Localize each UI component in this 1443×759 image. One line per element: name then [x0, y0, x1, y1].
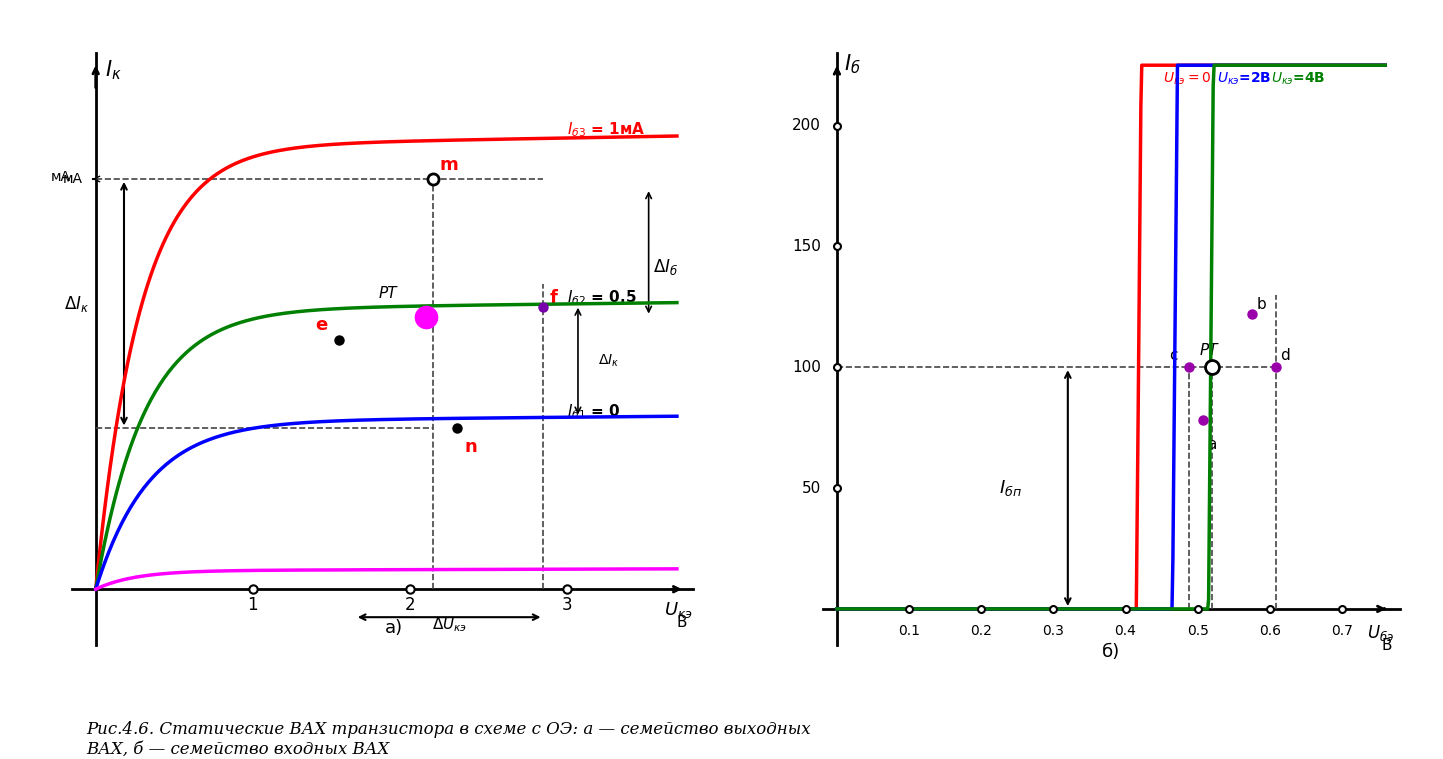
Text: d: d — [1280, 348, 1290, 363]
Text: a: a — [1206, 437, 1216, 452]
Text: 2: 2 — [404, 596, 416, 614]
Text: $I_{б3}$ = 1мА: $I_{б3}$ = 1мА — [567, 121, 645, 140]
Text: 0.2: 0.2 — [970, 625, 993, 638]
Text: 200: 200 — [792, 118, 821, 133]
Text: $U_{\kappa э}=0$: $U_{\kappa э}=0$ — [1163, 70, 1211, 87]
Text: б): б) — [1102, 643, 1120, 661]
Text: n: n — [465, 438, 478, 455]
Text: мА: мА — [51, 170, 71, 184]
Text: $\Delta I_\kappa$: $\Delta I_\kappa$ — [599, 353, 619, 370]
Text: $U_{бэ}$: $U_{бэ}$ — [1367, 623, 1394, 643]
Text: 3: 3 — [561, 596, 573, 614]
Text: $\Delta I_\kappa$: $\Delta I_\kappa$ — [65, 294, 89, 313]
Text: $I_\kappa$: $I_\kappa$ — [105, 58, 121, 82]
Text: а): а) — [385, 619, 403, 638]
Text: $I_б$: $I_б$ — [844, 52, 861, 76]
Text: мА: мА — [63, 172, 84, 186]
Text: 0.4: 0.4 — [1114, 625, 1137, 638]
Text: f: f — [550, 288, 557, 307]
Text: 0.3: 0.3 — [1042, 625, 1065, 638]
Text: c: c — [1169, 348, 1177, 363]
Text: $U_{\kappa э}$=2В: $U_{\kappa э}$=2В — [1218, 70, 1271, 87]
Text: PT: PT — [378, 286, 397, 301]
Text: В: В — [1382, 638, 1392, 653]
Text: 1: 1 — [248, 596, 258, 614]
Text: e: e — [316, 317, 328, 335]
Text: $I_{бп}$: $I_{бп}$ — [999, 478, 1022, 498]
Text: b: b — [1255, 298, 1266, 312]
Text: 0.6: 0.6 — [1258, 625, 1281, 638]
Text: Рис.4.6. Статические ВАХ транзистора в схеме с ОЭ: а — семейство выходных
ВАХ, б: Рис.4.6. Статические ВАХ транзистора в с… — [87, 721, 811, 757]
Text: 0.5: 0.5 — [1186, 625, 1209, 638]
Text: 150: 150 — [792, 239, 821, 254]
Text: В: В — [677, 615, 687, 629]
Text: $U_{\kappa э}$=4В: $U_{\kappa э}$=4В — [1271, 70, 1326, 87]
Text: m: m — [440, 156, 459, 174]
Text: $\Delta U_{\kappa э}$: $\Delta U_{\kappa э}$ — [431, 615, 466, 634]
Text: $U_{\kappa э}$: $U_{\kappa э}$ — [664, 600, 693, 620]
Text: $I_{б2}$ = 0,5: $I_{б2}$ = 0,5 — [567, 288, 636, 307]
Text: 0.1: 0.1 — [898, 625, 921, 638]
Text: 0.7: 0.7 — [1330, 625, 1354, 638]
Text: 50: 50 — [802, 480, 821, 496]
Text: PT: PT — [1199, 343, 1218, 358]
Text: 100: 100 — [792, 360, 821, 375]
Text: $I_{б1}$ = 0: $I_{б1}$ = 0 — [567, 403, 620, 421]
Text: $\Delta I_б$: $\Delta I_б$ — [654, 257, 678, 277]
